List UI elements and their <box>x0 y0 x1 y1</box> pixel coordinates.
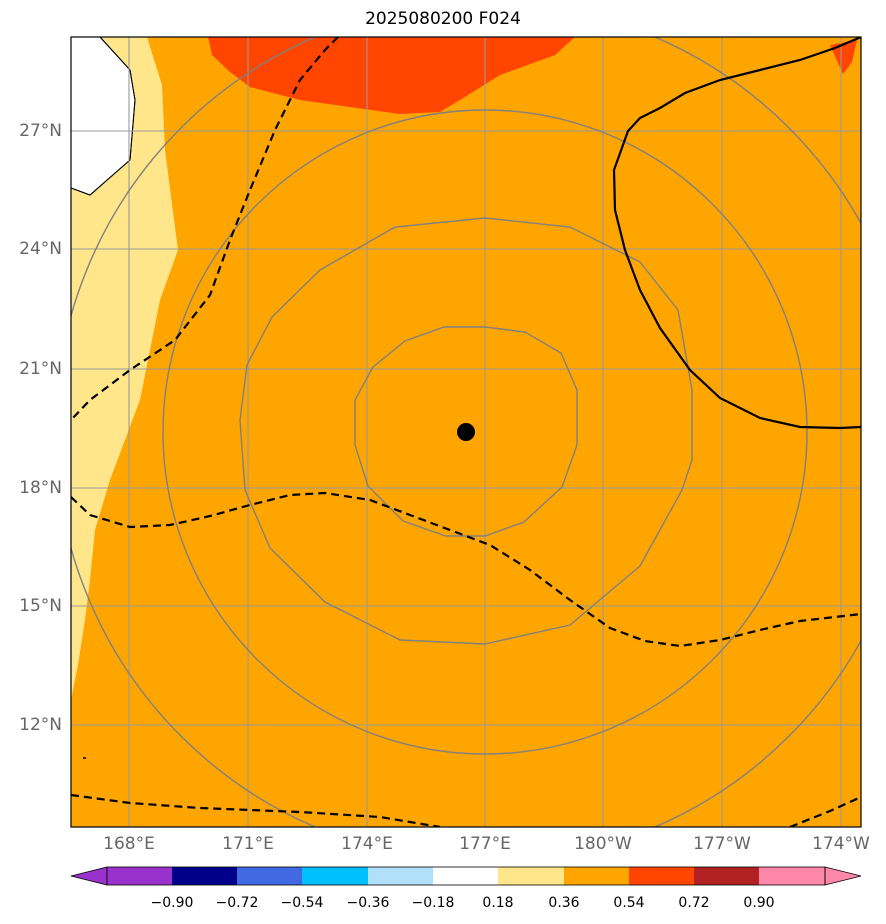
lon-label: 180°W <box>574 834 632 854</box>
colorbar-seg-6 <box>498 867 564 885</box>
lat-label: 27°N <box>19 121 62 141</box>
map-area <box>71 37 861 827</box>
negative-contours <box>71 37 861 827</box>
colorbar-tick-label: −0.72 <box>215 895 259 911</box>
colorbar-tick-label: 0.36 <box>548 895 580 911</box>
lon-label: 171°E <box>222 834 274 854</box>
coastline <box>71 37 136 196</box>
colorbar-seg-5 <box>433 867 498 885</box>
colorbar-seg-8 <box>629 867 694 885</box>
dashed-contour-middle <box>71 491 861 648</box>
colorbar-seg-9 <box>694 867 759 885</box>
range-rings <box>71 37 861 827</box>
lat-label: 18°N <box>19 478 62 498</box>
colorbar-tick-label: 0.72 <box>678 895 710 911</box>
colorbar-tick-label: −0.36 <box>346 895 390 911</box>
lat-label: 21°N <box>19 359 62 379</box>
range-ring-1 <box>354 326 578 537</box>
lon-label: 168°E <box>103 834 155 854</box>
map-title: 2025080200 F024 <box>365 9 521 29</box>
colorbar <box>70 866 862 886</box>
storm-center-dot <box>457 423 475 441</box>
colorbar-seg-2 <box>237 867 302 885</box>
range-ring-2 <box>239 217 693 645</box>
dashed-contour-west <box>71 37 339 421</box>
colorbar-seg-7 <box>564 867 629 885</box>
colorbar-seg-0 <box>107 867 172 885</box>
solid-contour-east <box>612 37 861 430</box>
map-frame <box>70 36 862 828</box>
high-field-region-corner <box>830 40 857 74</box>
dashed-contour-southeast <box>789 795 861 827</box>
colorbar-tick-label: −0.90 <box>150 895 194 911</box>
colorbar-seg-4 <box>368 867 433 885</box>
lat-label: 12°N <box>19 715 62 735</box>
colorbar-tick-label: 0.18 <box>482 895 514 911</box>
colorbar-seg-3 <box>302 867 368 885</box>
colorbar-extend-low <box>70 866 108 886</box>
lat-label: 15°N <box>19 596 62 616</box>
colorbar-tick-label: 0.90 <box>743 895 775 911</box>
range-ring-3 <box>162 109 808 755</box>
colorbar-seg-10 <box>759 867 825 885</box>
colorbar-frame <box>106 866 826 886</box>
high-field-region-top <box>208 37 575 114</box>
lat-label: 24°N <box>19 239 62 259</box>
lon-label: 174°E <box>341 834 393 854</box>
colorbar-seg-1 <box>172 867 237 885</box>
lon-label: 177°W <box>693 834 751 854</box>
colorbar-tick-label: −0.54 <box>280 895 324 911</box>
graticule <box>71 37 861 827</box>
colorbar-tick-label: 0.54 <box>613 895 645 911</box>
colorbar-tick-label: −0.18 <box>411 895 455 911</box>
lon-label: 177°E <box>459 834 511 854</box>
colorbar-extend-high <box>824 866 862 886</box>
lon-label: 174°W <box>812 834 870 854</box>
